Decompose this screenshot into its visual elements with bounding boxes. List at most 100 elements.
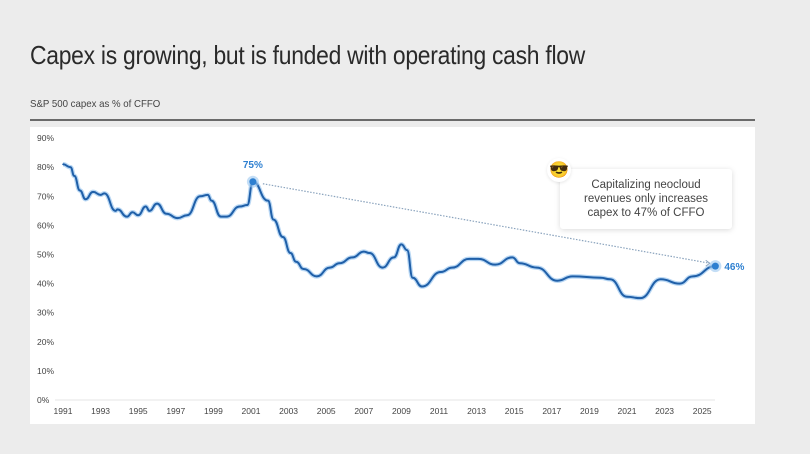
data-point [103,192,106,195]
data-point [519,262,521,265]
data-point [206,194,209,196]
data-point [84,198,87,201]
x-tick-label: 1993 [91,406,110,416]
data-point [406,249,408,251]
y-tick-label: 50% [37,250,54,260]
x-tick-label: 2021 [618,406,637,416]
y-tick-label: 40% [37,279,54,289]
data-point [363,250,365,253]
data-point [421,285,423,288]
y-tick-label: 60% [37,220,54,230]
data-point [114,210,117,212]
page-title: Capex is growing, but is funded with ope… [30,40,586,70]
data-point [62,163,64,166]
data-point [440,271,442,273]
data-point [148,210,151,212]
x-tick-label: 2015 [505,406,524,416]
data-point [556,279,559,282]
x-tick-label: 2013 [467,406,486,416]
data-point [316,275,318,278]
data-point [393,256,395,259]
data-point [468,258,470,260]
data-point [411,276,414,279]
data-point [131,211,134,214]
y-tick-label: 0% [37,395,50,405]
trend-arrow-head [705,259,711,267]
x-tick-label: 2001 [242,406,261,416]
data-point [511,256,514,259]
data-point [225,215,228,218]
data-point [678,282,681,285]
x-tick-label: 2007 [354,406,373,416]
x-tick-label: 2011 [430,406,449,416]
data-point [451,266,453,269]
data-point [692,275,694,278]
data-point [176,217,179,219]
data-point [210,199,213,202]
data-point [351,256,354,259]
trend-arrow-line [262,183,710,264]
divider [30,119,755,121]
data-point [571,275,574,278]
x-tick-label: 2025 [693,406,712,416]
callout-text: Capitalizing neocloud revenues only incr… [583,179,708,219]
x-tick-label: 1997 [166,406,185,416]
data-point [599,276,602,279]
data-point [186,214,188,217]
data-label: 46% [724,262,744,273]
data-point [494,263,497,266]
data-point [302,268,305,270]
data-point [660,278,662,281]
data-point [246,204,249,206]
y-tick-label: 90% [37,133,54,143]
data-point [116,208,119,211]
data-point [289,252,292,254]
y-tick-label: 20% [37,337,54,347]
data-point [267,199,269,202]
data-point [69,166,72,168]
data-point [477,258,480,260]
annotation-callout: Capitalizing neocloud revenues only incr… [560,169,732,229]
data-point [144,205,147,208]
data-point [626,295,628,298]
x-tick-label: 2019 [580,406,599,416]
data-point [92,191,94,193]
data-point [156,202,158,205]
data-point [295,260,297,263]
x-tick-label: 2003 [279,406,298,416]
y-tick-label: 70% [37,191,54,201]
chart-subtitle: S&P 500 capex as % of CFFO [30,98,161,110]
data-point [639,297,641,299]
data-label: 75% [243,160,263,171]
data-point [220,215,222,218]
data-point [338,262,341,265]
x-tick-label: 1991 [54,406,73,416]
data-point [238,205,241,208]
x-tick-label: 1995 [129,406,148,416]
data-point [400,243,403,246]
data-point [73,175,76,177]
highlight-point [711,262,719,270]
data-point [126,215,128,218]
x-tick-label: 2009 [392,406,411,416]
data-point [99,194,102,196]
x-tick-label: 2023 [655,406,674,416]
data-point [609,278,611,281]
x-tick-label: 2005 [317,406,336,416]
data-point [535,266,538,269]
data-point [272,218,275,221]
data-point [368,252,371,254]
data-point [199,195,202,198]
data-point [137,214,139,217]
x-tick-label: 2017 [542,406,561,416]
data-point [79,189,81,192]
y-tick-label: 30% [37,308,54,318]
data-point [282,236,284,238]
x-tick-label: 1999 [204,406,223,416]
data-point [329,266,331,269]
data-point [381,266,384,269]
y-tick-label: 10% [37,366,54,376]
y-tick-label: 80% [37,162,54,172]
highlight-point [249,178,257,186]
